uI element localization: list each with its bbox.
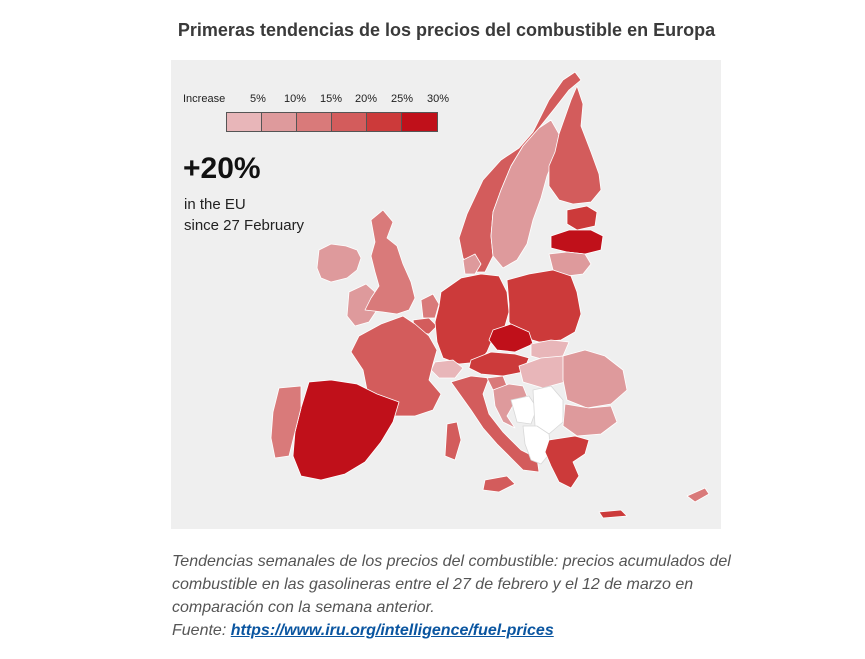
country-ireland: [346, 283, 378, 327]
source-label: Fuente:: [172, 622, 227, 639]
legend-color-scale: [226, 112, 438, 132]
legend-title: Increase: [183, 93, 226, 105]
country-united-kingdom: [364, 209, 416, 315]
country-iceland: [316, 243, 362, 283]
country-poland: [506, 269, 582, 343]
country-finland: [548, 85, 602, 205]
country-netherlands: [420, 293, 440, 319]
country-czechia: [488, 323, 534, 353]
country-denmark: [462, 253, 482, 275]
legend-step-label: 20%: [355, 93, 378, 105]
country-bosnia-herzegovina: [510, 395, 538, 425]
country-italy: [450, 375, 540, 473]
country-greece: [544, 435, 590, 489]
country-spain: [292, 379, 400, 481]
country-portugal: [270, 385, 302, 459]
legend-step-label: 30%: [427, 93, 450, 105]
source-link[interactable]: https://www.iru.org/intelligence/fuel-pr…: [230, 622, 554, 639]
country-italy-sicily: [482, 475, 516, 493]
country-sweden: [490, 119, 560, 269]
figure-caption: Tendencias semanales de los precios del …: [172, 550, 752, 642]
headline-line-1: in the EU: [184, 196, 246, 213]
europe-choropleth-map: [270, 71, 710, 519]
legend-swatch: [332, 113, 367, 131]
legend-swatch: [367, 113, 402, 131]
legend-step-label: 10%: [284, 93, 307, 105]
country-western-balkans: [522, 425, 552, 465]
headline-value: +20%: [183, 152, 261, 185]
country-latvia: [550, 229, 604, 255]
caption-text: Tendencias semanales de los precios del …: [172, 553, 731, 616]
country-estonia: [566, 205, 598, 231]
legend-swatch: [402, 113, 437, 131]
legend-step-label: 5%: [250, 93, 266, 105]
country-romania: [562, 349, 628, 409]
country-croatia: [492, 383, 528, 429]
country-italy-sardinia: [444, 421, 462, 461]
legend-swatch: [262, 113, 297, 131]
figure-title: Primeras tendencias de los precios del c…: [177, 20, 716, 40]
country-cyprus: [686, 487, 710, 503]
country-france: [350, 315, 442, 417]
legend-step-label: 25%: [391, 93, 414, 105]
country-greece-crete: [598, 509, 628, 519]
country-bulgaria: [562, 403, 618, 437]
europe-map-panel: Increase 5% 10% 15% 20% 25% 30% +20% in …: [171, 60, 721, 529]
headline-line-2: since 27 February: [184, 217, 305, 234]
legend-step-label: 15%: [320, 93, 343, 105]
legend-swatch: [297, 113, 332, 131]
legend-swatch: [227, 113, 262, 131]
